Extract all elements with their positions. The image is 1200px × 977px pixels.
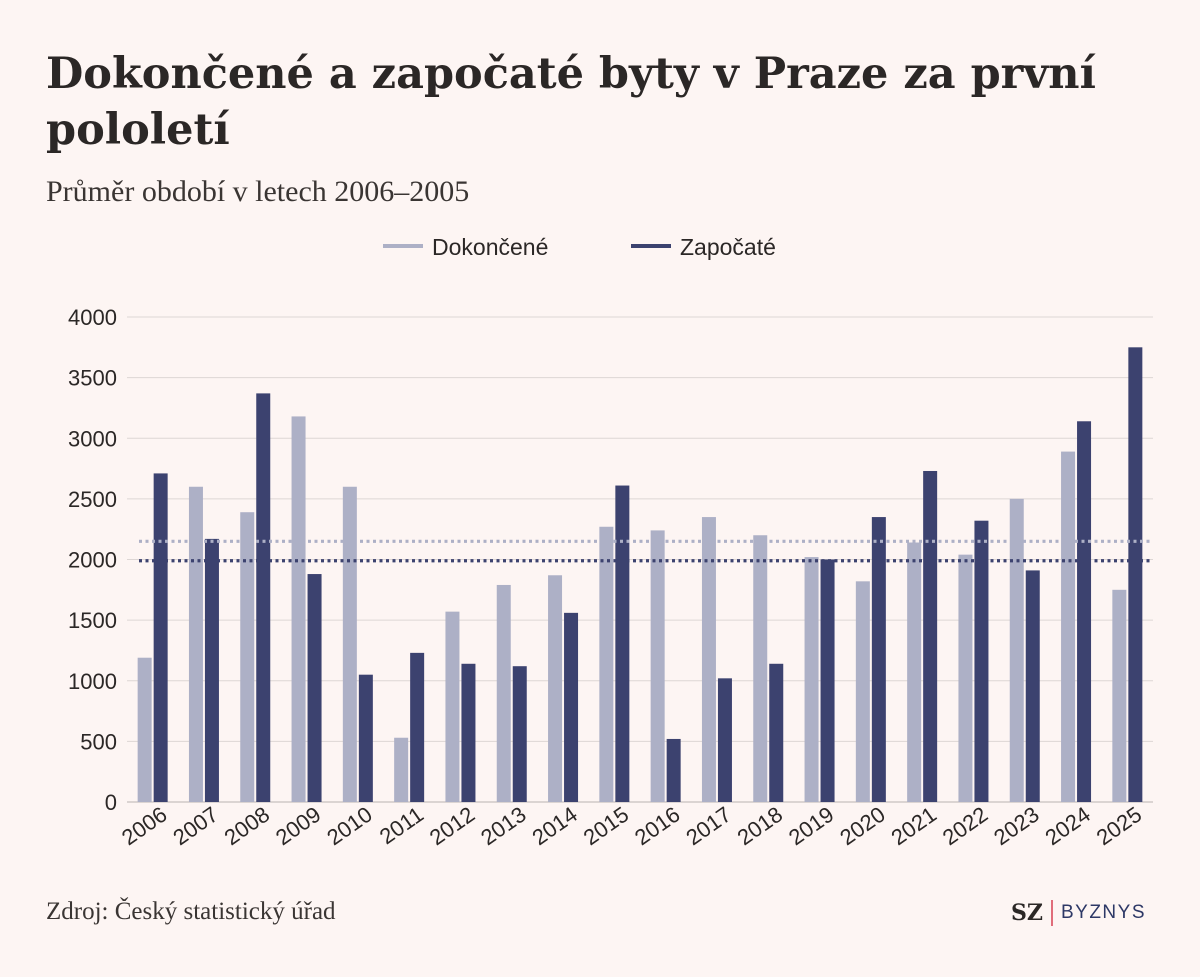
bar-zapocate-2022 — [974, 520, 989, 802]
y-tick-label: 1000 — [68, 669, 117, 694]
bar-dokoncene-2018 — [753, 535, 768, 802]
bar-zapocate-2020 — [871, 517, 886, 802]
bar-zapocate-2006 — [153, 473, 168, 802]
bar-zapocate-2009 — [307, 574, 322, 802]
bar-dokoncene-2016 — [650, 530, 665, 802]
bar-zapocate-2017 — [717, 678, 732, 802]
x-tick-label: 2018 — [733, 802, 787, 851]
bar-dokoncene-2010 — [342, 486, 357, 802]
bar-dokoncene-2024 — [1061, 451, 1076, 802]
bar-dokoncene-2019 — [804, 557, 819, 802]
bars — [137, 347, 1143, 802]
x-tick-label: 2024 — [1040, 802, 1094, 851]
legend-swatch-zapocate — [631, 244, 671, 248]
bar-zapocate-2025 — [1128, 347, 1143, 802]
bar-zapocate-2019 — [820, 559, 835, 802]
y-tick-label: 4000 — [68, 305, 117, 330]
bar-dokoncene-2025 — [1112, 589, 1127, 802]
bar-zapocate-2015 — [615, 485, 630, 802]
x-tick-label: 2013 — [476, 802, 530, 851]
chart-title: Dokončené a započaté byty v Praze za prv… — [46, 49, 1096, 155]
x-tick-label: 2006 — [117, 802, 171, 851]
x-tick-label: 2020 — [835, 802, 889, 851]
bar-zapocate-2010 — [358, 674, 373, 802]
y-tick-label: 500 — [80, 729, 117, 754]
x-tick-label: 2014 — [527, 802, 581, 851]
y-axis: 0 500 1000 1500 2000 2500 3000 3500 4000 — [68, 305, 117, 815]
bar-dokoncene-2006 — [137, 657, 152, 802]
bar-dokoncene-2023 — [1009, 498, 1024, 802]
bar-zapocate-2016 — [666, 738, 681, 802]
bar-zapocate-2007 — [204, 538, 219, 802]
average-lines — [139, 539, 1153, 563]
chart-subtitle: Průměr období v letech 2006–2005 — [46, 175, 470, 208]
source-note: Zdroj: Český statistický úřad — [46, 898, 336, 925]
brand-byznys: BYZNYS — [1060, 902, 1146, 923]
x-tick-label: 2008 — [220, 802, 274, 851]
bar-dokoncene-2011 — [394, 737, 409, 802]
y-tick-label: 2500 — [68, 487, 117, 512]
bar-dokoncene-2013 — [496, 584, 511, 802]
bar-zapocate-2018 — [769, 663, 784, 802]
x-tick-label: 2010 — [322, 802, 376, 851]
bar-zapocate-2023 — [1025, 570, 1040, 802]
x-axis: 2006200720082009201020112012201320142015… — [117, 802, 1146, 851]
x-tick-label: 2015 — [579, 802, 633, 851]
brand-logo: SZ BYZNYS — [1011, 898, 1146, 928]
legend-label-zapocate: Započaté — [680, 234, 776, 260]
x-tick-label: 2007 — [168, 802, 222, 851]
x-tick-label: 2025 — [1092, 802, 1146, 851]
x-tick-label: 2012 — [425, 802, 479, 851]
brand-sz: SZ — [1011, 900, 1043, 926]
bar-dokoncene-2007 — [188, 486, 203, 802]
x-tick-label: 2023 — [989, 802, 1043, 851]
bar-dokoncene-2009 — [291, 416, 306, 802]
bar-zapocate-2013 — [512, 666, 527, 802]
bar-dokoncene-2008 — [240, 512, 255, 802]
y-tick-label: 0 — [105, 790, 117, 815]
bar-zapocate-2024 — [1077, 421, 1092, 802]
bar-dokoncene-2017 — [701, 517, 716, 802]
x-tick-label: 2021 — [887, 802, 941, 851]
x-tick-label: 2011 — [375, 802, 428, 850]
legend: Dokončené Započaté — [383, 234, 776, 260]
x-tick-label: 2019 — [784, 802, 838, 851]
bar-dokoncene-2022 — [958, 554, 973, 802]
y-tick-label: 1500 — [68, 608, 117, 633]
bar-dokoncene-2014 — [548, 575, 563, 802]
bar-zapocate-2011 — [410, 652, 425, 802]
legend-swatch-dokoncene — [383, 244, 423, 248]
y-tick-label: 3500 — [68, 366, 117, 391]
y-tick-label: 3000 — [68, 426, 117, 451]
legend-label-dokoncene: Dokončené — [432, 234, 548, 260]
brand-divider — [1050, 900, 1053, 926]
x-tick-label: 2009 — [271, 802, 325, 851]
bar-zapocate-2021 — [923, 470, 938, 802]
bar-zapocate-2012 — [461, 663, 476, 802]
bar-zapocate-2008 — [256, 393, 271, 802]
bar-dokoncene-2012 — [445, 611, 460, 802]
bar-dokoncene-2015 — [599, 526, 614, 802]
y-tick-label: 2000 — [68, 548, 117, 573]
x-tick-label: 2022 — [938, 802, 992, 851]
x-tick-label: 2016 — [630, 802, 684, 851]
x-tick-label: 2017 — [681, 802, 735, 851]
bar-dokoncene-2020 — [855, 581, 870, 802]
bar-zapocate-2014 — [564, 612, 579, 802]
bar-dokoncene-2021 — [907, 542, 922, 802]
